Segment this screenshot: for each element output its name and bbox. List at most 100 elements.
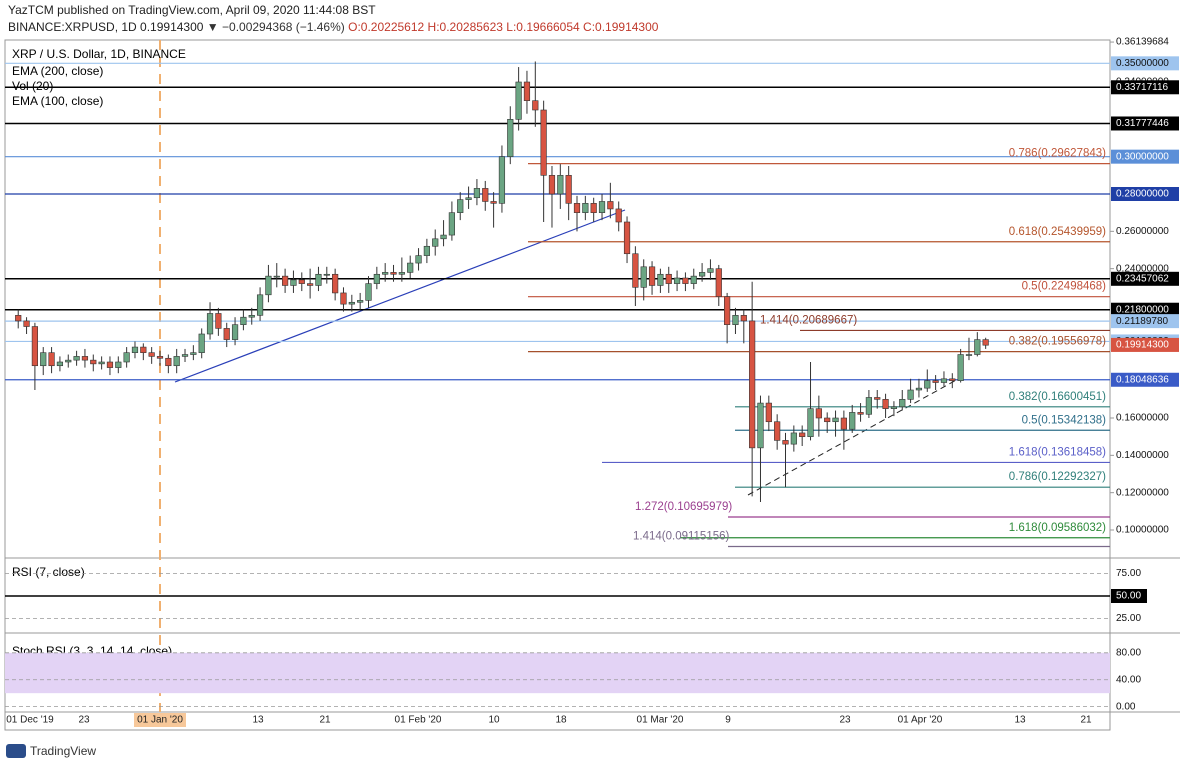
fib-label: 0.786(0.12292327) — [1009, 471, 1106, 483]
candle-body — [23, 320, 30, 327]
price-label: 0.21189780 — [1116, 316, 1169, 327]
candle-body — [632, 253, 639, 288]
price-label-box — [1111, 56, 1179, 71]
candle-body — [148, 352, 155, 357]
candle-body — [865, 397, 872, 415]
x-tick-label: 21 — [1080, 715, 1092, 726]
candle-body — [515, 81, 522, 120]
x-tick-label: 13 — [1014, 715, 1026, 726]
candle-body — [415, 255, 422, 264]
candle-body — [190, 352, 197, 355]
price-label: 0.33717116 — [1116, 82, 1169, 93]
candle-body — [582, 203, 589, 213]
candle-body — [390, 272, 397, 275]
footer-text: TradingView — [30, 744, 96, 758]
candle-body — [40, 352, 47, 367]
candle-body — [98, 361, 105, 365]
footer-logo: TradingView — [6, 744, 96, 758]
candle-body — [849, 412, 856, 430]
price-label-box — [1111, 314, 1179, 329]
logo-mark — [6, 744, 26, 758]
x-tick-label: 01 Mar '20 — [637, 715, 684, 726]
price-label: 0.24000000 — [1116, 263, 1169, 274]
fib-label: 1.272(0.10695979) — [635, 501, 732, 513]
candle-body — [198, 333, 205, 353]
candle-body — [724, 296, 731, 325]
candle-body — [749, 320, 756, 449]
crosshair-date: 01 Jan '20 — [137, 715, 183, 726]
y-tick-label: 75.00 — [1116, 568, 1141, 579]
fib-label: 0.382(0.19556978) — [1009, 336, 1106, 348]
candle-body — [732, 315, 739, 325]
candle-body — [440, 234, 447, 240]
candle-body — [473, 188, 481, 199]
candle-body — [15, 315, 22, 322]
legend-item: XRP / U.S. Dollar, 1D, BINANCE — [12, 47, 186, 61]
main-pane: 0.361396840.350000000.340000000.33717116… — [5, 37, 1179, 548]
candle-body — [815, 408, 822, 419]
y-tick-label: 40.00 — [1116, 674, 1141, 685]
candle-body — [106, 361, 114, 368]
candle-body — [273, 275, 280, 278]
crosshair-date-box — [134, 713, 186, 727]
candle-body — [298, 279, 305, 284]
candle-body — [540, 109, 547, 176]
candle-body — [56, 361, 64, 367]
low: L:0.19666054 — [506, 20, 580, 34]
y-tick-label: 25.00 — [1116, 613, 1141, 624]
rsi-title: RSI (7, close) — [12, 565, 85, 579]
y-tick-label: 0.00 — [1116, 701, 1136, 712]
x-tick-label: 13 — [252, 715, 264, 726]
candle-body — [899, 399, 906, 408]
candle-body — [48, 352, 55, 367]
candle-body — [357, 300, 364, 303]
candle-body — [65, 359, 72, 363]
candle-body — [640, 266, 647, 288]
candle-body — [181, 354, 189, 357]
candle-body — [799, 432, 806, 437]
candle-body — [623, 221, 631, 255]
price-label: 0.12000000 — [1116, 487, 1169, 498]
candle-body — [248, 315, 255, 318]
candle-body — [140, 346, 147, 353]
candle-body — [115, 361, 122, 368]
candle-body — [156, 356, 164, 359]
price-label: 0.18048636 — [1116, 374, 1169, 385]
candle-body — [523, 81, 531, 101]
candle-body — [832, 417, 839, 423]
candle-body — [715, 268, 722, 297]
candle-body — [782, 440, 789, 445]
price-label: 0.28000000 — [1116, 189, 1169, 200]
candle-body — [373, 273, 380, 284]
candle-body — [323, 273, 330, 276]
legend-item: Vol (20) — [12, 79, 53, 93]
open: O:0.20225612 — [348, 20, 425, 34]
price-label: 0.23457062 — [1116, 273, 1169, 284]
candle-body — [840, 417, 847, 430]
candle-body — [907, 389, 914, 400]
close: C:0.19914300 — [583, 20, 659, 34]
price-label-box — [1111, 337, 1179, 352]
candle-body — [774, 421, 781, 441]
x-tick-label: 01 Feb '20 — [395, 715, 442, 726]
candle-body — [690, 275, 697, 284]
candle-body — [673, 277, 681, 284]
candle-body — [332, 273, 339, 294]
candle-body — [223, 328, 230, 340]
candle-body — [757, 402, 764, 449]
candle-body — [448, 212, 456, 236]
fib-label: 0.382(0.16600451) — [1009, 391, 1106, 403]
price-label: 0.26000000 — [1116, 226, 1169, 237]
price-label: 0.30000000 — [1116, 151, 1169, 162]
candle-body — [173, 356, 180, 367]
support-line — [747, 377, 961, 496]
candle-body — [957, 354, 964, 381]
candle-body — [498, 156, 506, 204]
header: YazTCM published on TradingView.com, Apr… — [8, 3, 1178, 37]
candle-body — [206, 313, 214, 335]
price-label-box — [1111, 372, 1179, 387]
price-label-box — [1111, 187, 1179, 201]
candle-body — [482, 188, 489, 202]
candle-body — [607, 201, 614, 210]
